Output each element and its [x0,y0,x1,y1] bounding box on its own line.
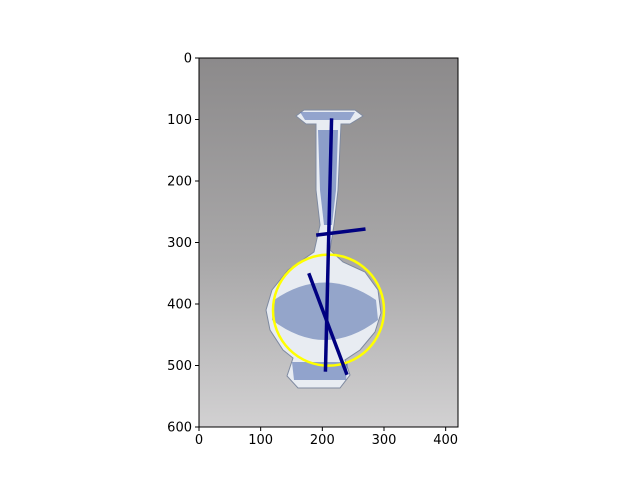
x-axis: 0 100 200 300 400 [195,427,458,448]
body-diagonal-line [307,272,349,376]
y-axis: 0 100 200 300 400 500 600 [167,52,199,436]
vertical-axis-line [323,118,334,372]
y-tick-label: 300 [167,236,192,251]
x-tick-label: 0 [195,433,203,448]
y-tick-label: 400 [167,298,192,313]
vase-icon [265,109,382,389]
x-tick-label: 400 [433,433,458,448]
y-tick-label: 0 [184,52,192,67]
x-tick-label: 100 [248,433,273,448]
x-tick-label: 200 [310,433,335,448]
y-tick-label: 600 [167,421,192,436]
y-tick-label: 500 [167,359,192,374]
x-tick-label: 300 [372,433,397,448]
y-tick-label: 100 [167,113,192,128]
annotation-layer [271,118,386,376]
shoulder-cross-line [315,227,366,237]
y-tick-label: 200 [167,175,192,190]
